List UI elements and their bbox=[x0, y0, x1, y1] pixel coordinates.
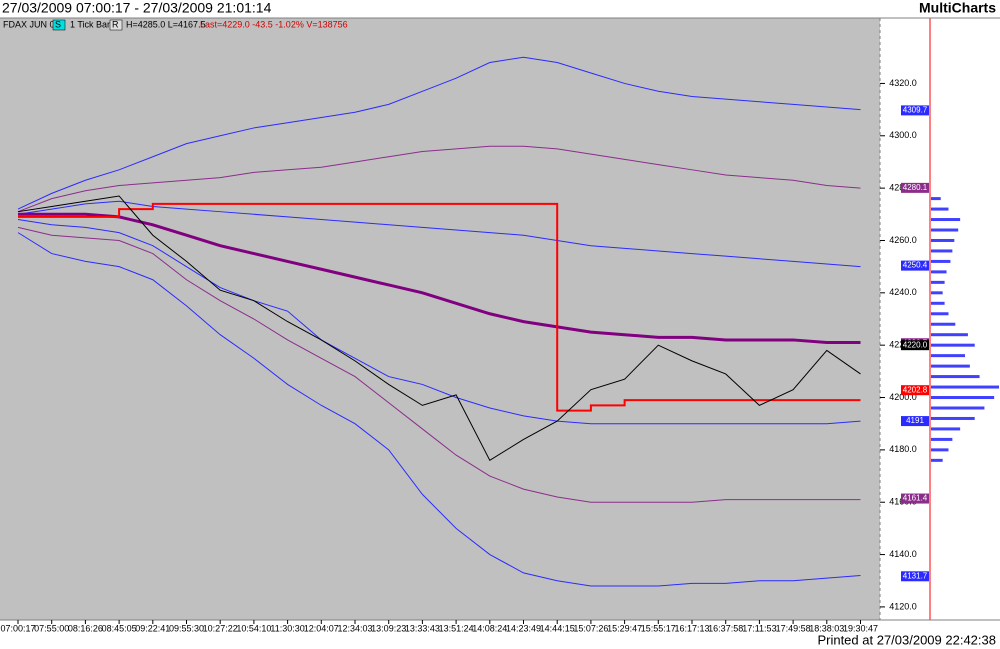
x-tick-label: 11:30:30 bbox=[270, 623, 304, 633]
profile-bar bbox=[931, 207, 949, 211]
series-line bbox=[17, 195, 861, 462]
x-tick-label: 15:55:17 bbox=[641, 623, 676, 633]
last-value-box bbox=[901, 416, 929, 427]
plot-area bbox=[0, 18, 880, 620]
series-line bbox=[17, 145, 861, 213]
x-tick-label: 07:00:17 bbox=[0, 623, 35, 633]
last-value-label: 4131.7 bbox=[903, 571, 928, 580]
y-tick-label: 4200.0 bbox=[889, 392, 917, 402]
x-tick-label: 13:33:43 bbox=[405, 623, 440, 633]
x-tick-label: 10:27:22 bbox=[203, 623, 238, 633]
profile-bar bbox=[931, 427, 961, 431]
x-tick-label: 08:16:26 bbox=[68, 623, 103, 633]
series-line bbox=[17, 200, 861, 268]
last-value-box bbox=[901, 385, 929, 396]
profile-bar bbox=[931, 312, 949, 316]
profile-bar bbox=[931, 270, 947, 274]
x-tick-label: 13:51:24 bbox=[439, 623, 474, 633]
y-tick-label: 4240.0 bbox=[889, 287, 917, 297]
last-value-label: 4280.1 bbox=[903, 183, 928, 192]
last-value-label: 4161.4 bbox=[903, 494, 928, 503]
r-button[interactable] bbox=[109, 19, 123, 31]
x-tick-label: 09:55:30 bbox=[169, 623, 204, 633]
x-tick-label: 12:04:07 bbox=[304, 623, 339, 633]
profile-bar bbox=[931, 375, 980, 379]
profile-bar bbox=[931, 197, 941, 201]
profile-bar bbox=[931, 458, 943, 462]
series-line bbox=[18, 202, 861, 412]
series-line bbox=[17, 232, 861, 587]
last-value-box bbox=[901, 260, 929, 271]
y-tick-label: 4140.0 bbox=[889, 549, 917, 559]
x-tick-label: 12:34:03 bbox=[337, 623, 372, 633]
x-tick-label: 18:38:03 bbox=[809, 623, 844, 633]
last-value-box bbox=[901, 571, 929, 582]
symbol: FDAX JUN 09 bbox=[3, 19, 60, 29]
profile-bar bbox=[931, 228, 959, 232]
hilo: H=4285.0 L=4167.5 bbox=[126, 19, 206, 29]
x-tick-label: 15:29:47 bbox=[607, 623, 642, 633]
x-tick-label: 10:54:10 bbox=[236, 623, 271, 633]
r-button-label[interactable]: R bbox=[112, 19, 119, 29]
y-tick-label: 4300.0 bbox=[889, 130, 917, 140]
series-line bbox=[17, 219, 861, 425]
profile-bar bbox=[931, 406, 985, 410]
profile-bar bbox=[931, 343, 975, 347]
header-app: MultiCharts bbox=[919, 0, 996, 16]
profile-bar bbox=[931, 249, 953, 253]
profile-bar bbox=[931, 280, 945, 284]
x-tick-label: 17:49:58 bbox=[776, 623, 811, 633]
x-tick-label: 07:55:00 bbox=[34, 623, 69, 633]
profile-bar bbox=[931, 396, 995, 400]
series-line bbox=[17, 56, 861, 210]
last-value-label: 4309.7 bbox=[903, 106, 928, 115]
last-value-label: 4250.4 bbox=[903, 261, 928, 270]
s-button[interactable] bbox=[52, 19, 66, 31]
last-value-label: 4202.8 bbox=[903, 385, 928, 394]
x-tick-label: 17:11:53 bbox=[742, 623, 776, 633]
profile-bar bbox=[931, 301, 945, 305]
profile-bar bbox=[931, 364, 970, 368]
profile-bar bbox=[931, 385, 999, 389]
y-tick-label: 4180.0 bbox=[889, 444, 917, 454]
x-tick-label: 14:23:49 bbox=[506, 623, 541, 633]
x-tick-label: 15:07:26 bbox=[573, 623, 608, 633]
x-tick-label: 14:08:24 bbox=[472, 623, 507, 633]
profile-bar bbox=[931, 238, 955, 242]
profile-bar bbox=[931, 354, 965, 358]
last-info: Last=4229.0 -43.5 -1.02% V=138756 bbox=[200, 19, 348, 29]
x-tick-label: 13:09:23 bbox=[371, 623, 406, 633]
profile-bar bbox=[931, 333, 968, 337]
profile-bar bbox=[931, 291, 943, 295]
last-value-box bbox=[901, 182, 929, 193]
last-value-box bbox=[901, 105, 929, 116]
profile-bar bbox=[931, 259, 951, 263]
s-button-label[interactable]: S bbox=[55, 19, 61, 29]
profile-bar bbox=[931, 322, 956, 326]
y-tick-label: 4120.0 bbox=[889, 601, 917, 611]
profile-bar bbox=[931, 448, 949, 452]
y-tick-label: 4260.0 bbox=[889, 235, 917, 245]
last-value-label: 4191 bbox=[906, 416, 924, 425]
x-tick-label: 08:45:05 bbox=[102, 623, 137, 633]
y-tick-label: 4320.0 bbox=[889, 78, 917, 88]
x-tick-label: 09:22:41 bbox=[135, 623, 170, 633]
series-line bbox=[18, 212, 861, 345]
series-line bbox=[17, 226, 861, 503]
profile-bar bbox=[931, 437, 953, 441]
last-value-box bbox=[901, 493, 929, 504]
x-tick-label: 16:17:13 bbox=[674, 623, 709, 633]
profile-bar bbox=[931, 416, 975, 420]
last-value-label: 4220.0 bbox=[903, 340, 928, 349]
profile-bar bbox=[931, 218, 961, 222]
footer: Printed at 27/03/2009 22:42:38 bbox=[817, 632, 996, 647]
x-tick-label: 19:30:47 bbox=[843, 623, 878, 633]
last-value-box bbox=[901, 340, 929, 351]
interval: 1 Tick Bar bbox=[70, 19, 110, 29]
x-tick-label: 16:37:58 bbox=[708, 623, 743, 633]
header-range: 27/03/2009 07:00:17 - 27/03/2009 21:01:1… bbox=[2, 0, 272, 16]
x-tick-label: 14:44:15 bbox=[540, 623, 575, 633]
